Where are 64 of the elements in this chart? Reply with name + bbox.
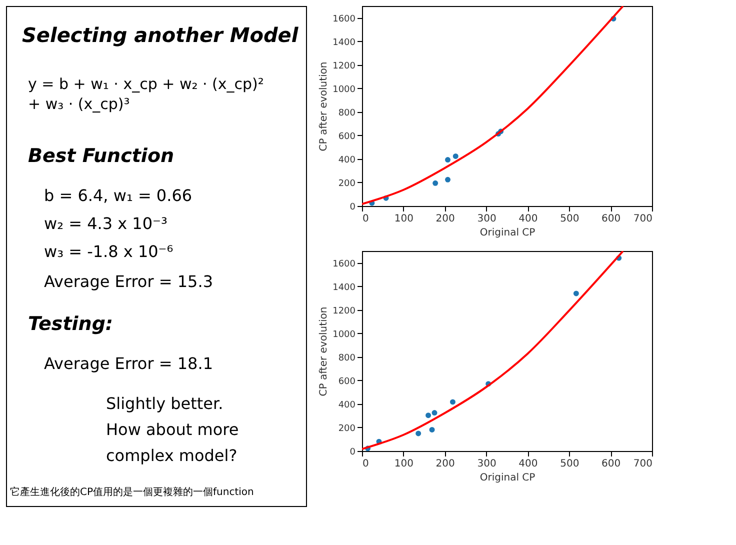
- y-tick-label: 1200: [332, 306, 356, 316]
- text: Best Function: [28, 145, 174, 167]
- y-tick-label: 1000: [332, 330, 356, 340]
- x-tick-label: 400: [518, 214, 538, 224]
- text: y = b + w₁ · x_cp + w₂ · (x_cp)²: [28, 75, 264, 93]
- text: w₃ = -1.8 x 10⁻⁶: [44, 242, 174, 261]
- text: 它產生進化後的CP值用的是一個更複雜的一個function: [10, 486, 254, 498]
- x-tick-label: 100: [394, 214, 414, 224]
- point: [573, 290, 579, 296]
- x-tick-label: 500: [560, 458, 580, 470]
- x-tick-label: 200: [436, 458, 455, 470]
- y-axis-title: CP after evolution: [318, 62, 330, 152]
- y-tick-label: 400: [338, 400, 356, 410]
- y-tick-label: 800: [338, 353, 356, 364]
- y-tick-label: 1000: [332, 84, 356, 95]
- x-tick-label: 700: [633, 214, 652, 224]
- x-tick-label: 300: [477, 214, 496, 224]
- x-axis-title: Original CP: [480, 228, 536, 238]
- y-tick-label: 600: [338, 376, 356, 387]
- point: [429, 426, 435, 432]
- point: [432, 410, 438, 416]
- point: [416, 430, 422, 436]
- y-tick-label: 1400: [332, 38, 356, 48]
- y-tick-label: 1400: [332, 282, 356, 293]
- point: [450, 399, 456, 405]
- text: complex model?: [106, 446, 238, 465]
- point: [426, 412, 432, 418]
- y-tick-label: 1600: [332, 14, 356, 24]
- text: Average Error = 15.3: [44, 272, 213, 291]
- y-tick-label: 600: [338, 132, 356, 142]
- point: [452, 154, 458, 159]
- x-tick-label: 0: [362, 214, 369, 224]
- text: w₂ = 4.3 x 10⁻³: [44, 214, 168, 233]
- x-tick-label: 100: [394, 458, 414, 470]
- x-axis-title: Original CP: [480, 472, 536, 484]
- text: b = 6.4, w₁ = 0.66: [44, 186, 192, 205]
- x-tick-label: 200: [436, 214, 455, 224]
- line-series: [362, 251, 624, 450]
- point: [432, 180, 438, 186]
- text: Average Error = 18.1: [44, 354, 213, 373]
- text: Testing:: [28, 313, 114, 335]
- y-tick-label: 200: [338, 424, 356, 434]
- line-series: [362, 6, 624, 205]
- text: Slightly better.: [106, 394, 224, 413]
- y-tick-label: 0: [350, 448, 356, 458]
- text: Selecting another Model: [22, 23, 300, 47]
- x-tick-label: 0: [362, 458, 369, 470]
- y-tick-label: 1200: [332, 61, 356, 72]
- text: + w₃ · (x_cp)³: [28, 95, 130, 113]
- y-tick-label: 200: [338, 178, 356, 189]
- text: How about more: [106, 420, 239, 439]
- x-tick-label: 700: [633, 458, 652, 470]
- y-tick-label: 1600: [332, 259, 356, 270]
- y-tick-label: 0: [350, 202, 356, 212]
- x-tick-label: 300: [477, 458, 496, 470]
- x-tick-label: 600: [602, 458, 621, 470]
- y-tick-label: 400: [338, 155, 356, 166]
- x-tick-label: 600: [602, 214, 621, 224]
- y-axis-title: CP after evolution: [318, 306, 330, 396]
- point: [445, 157, 450, 162]
- x-tick-label: 400: [518, 458, 538, 470]
- y-tick-label: 800: [338, 108, 356, 118]
- x-tick-label: 500: [560, 214, 580, 224]
- point: [445, 176, 450, 182]
